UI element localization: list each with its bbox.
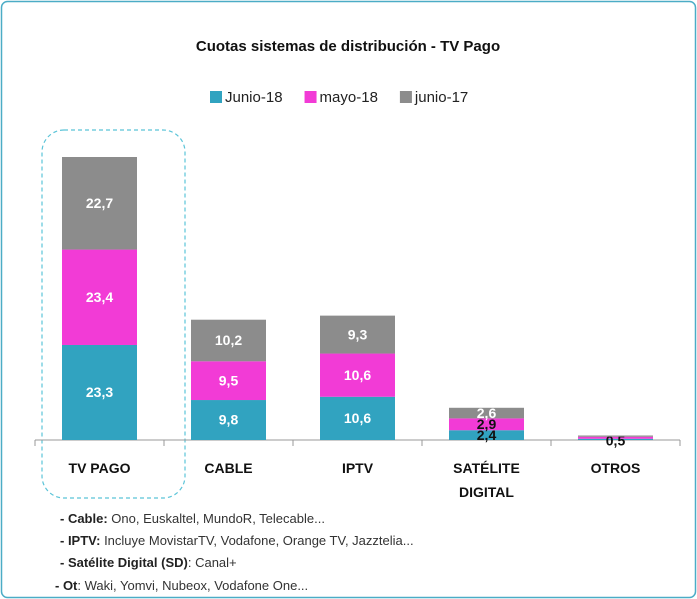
legend-swatch [304, 91, 317, 103]
data-label: 2,6 [477, 405, 497, 421]
highlight-box [41, 129, 186, 499]
x-tick-label: IPTV [341, 460, 374, 476]
note: - Ot: Waki, Yomvi, Nubeox, Vodafone One.… [55, 578, 308, 593]
note-text: : Waki, Yomvi, Nubeox, Vodafone One... [77, 578, 309, 593]
legend-label: mayo-18 [320, 89, 378, 106]
x-tick-label: CABLE [204, 460, 253, 476]
note-text: Ono, Euskaltel, MundoR, Telecable... [107, 511, 325, 526]
note-label: - IPTV: [60, 533, 101, 548]
legend-swatch [210, 91, 222, 103]
bar-segment [191, 361, 266, 401]
bar-segment [578, 438, 653, 440]
data-label: 10,6 [344, 410, 371, 426]
note-label: - Ot [55, 578, 78, 593]
bar-segment [320, 353, 395, 397]
data-label: 2,9 [477, 416, 497, 432]
note-label: - Satélite Digital (SD) [60, 555, 188, 570]
data-label: 9,8 [219, 412, 239, 428]
bar-segment [62, 157, 137, 250]
bar-segment [449, 407, 524, 419]
note: - Satélite Digital (SD): Canal+ [60, 555, 237, 570]
chart-title: Cuotas sistemas de distribución - TV Pag… [196, 38, 500, 55]
legend-swatch [399, 91, 412, 103]
bar-segment [191, 400, 266, 440]
data-label: 23,3 [86, 384, 113, 400]
data-label: 23,4 [86, 289, 113, 305]
data-label: 0,5 [606, 432, 626, 448]
legend-label: junio-17 [414, 89, 468, 106]
data-label: 10,6 [344, 367, 371, 383]
bar-segment [191, 319, 266, 362]
note-text: : Canal+ [187, 555, 237, 570]
bar-segment [578, 435, 653, 437]
bar-segment [320, 396, 395, 440]
note: - IPTV: Incluye MovistarTV, Vodafone, Or… [60, 533, 414, 548]
data-label: 9,5 [219, 372, 239, 388]
bar-segment [449, 430, 524, 440]
bar-segment [62, 344, 137, 440]
bar-segment [320, 315, 395, 354]
legend-label: Junio-18 [225, 89, 283, 106]
note: - Cable: Ono, Euskaltel, MundoR, Telecab… [60, 511, 325, 526]
x-tick-label: OTROS [590, 460, 641, 476]
bar-segment [62, 249, 137, 345]
data-label: 10,2 [215, 332, 242, 348]
x-tick-label: TV PAGO [68, 460, 131, 476]
note-text: Incluye MovistarTV, Vodafone, Orange TV,… [100, 533, 414, 548]
data-label: 9,3 [348, 326, 368, 342]
bar-segment [449, 418, 524, 431]
data-label: 22,7 [86, 195, 113, 211]
data-label: 2,4 [477, 427, 497, 443]
note-label: - Cable: [60, 511, 108, 526]
x-tick-label: SATÉLITE DIGITAL [453, 460, 520, 500]
bar-segment [578, 436, 653, 439]
